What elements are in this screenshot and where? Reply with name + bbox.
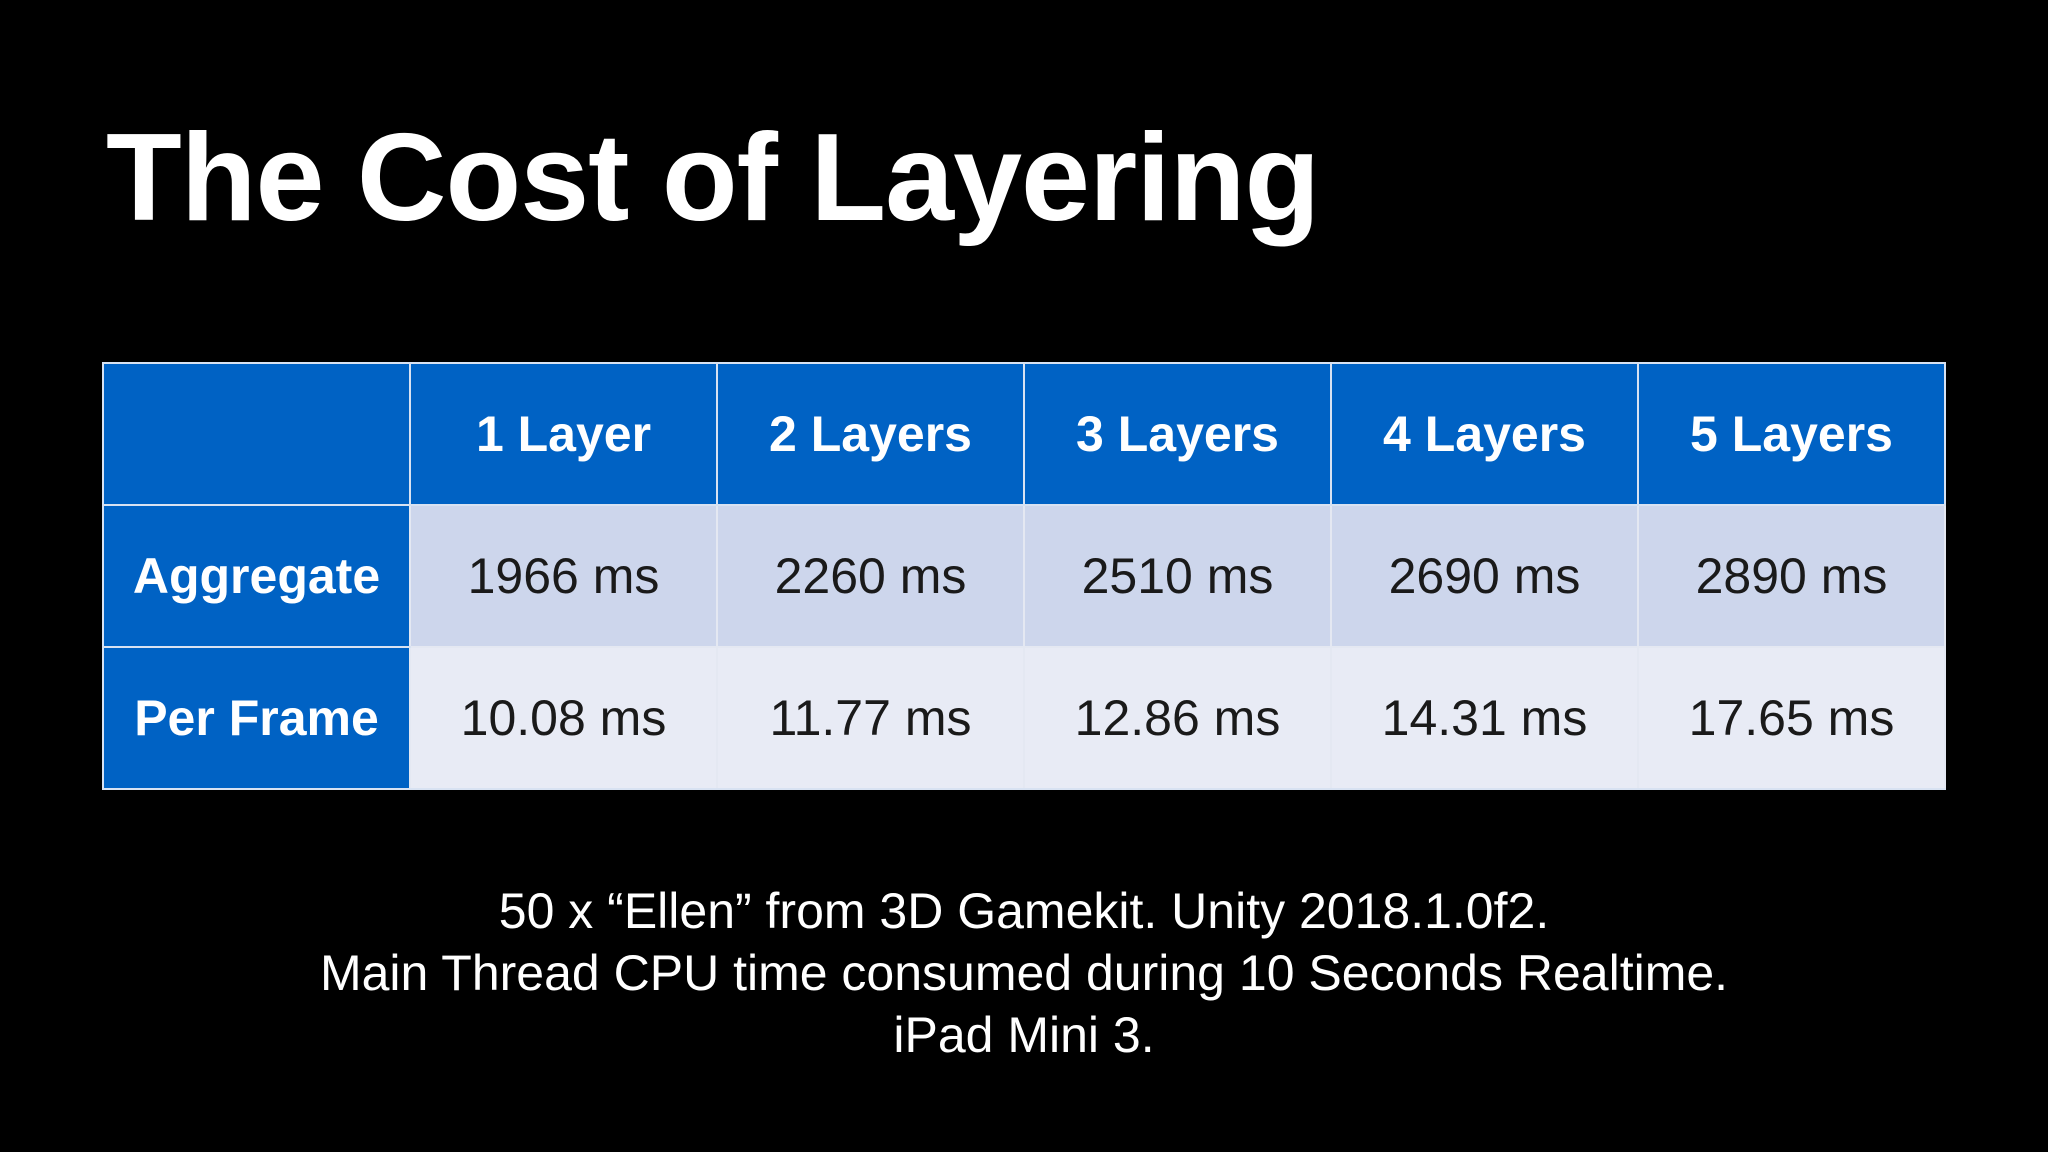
column-header-1-layer: 1 Layer — [409, 362, 718, 506]
caption-line-measurement: Main Thread CPU time consumed during 10 … — [319, 945, 1729, 1001]
cell-aggregate-4-layers: 2690 ms — [1330, 505, 1639, 648]
cell-per-frame-3-layers: 12.86 ms — [1023, 647, 1332, 790]
cell-per-frame-1-layer: 10.08 ms — [409, 647, 718, 790]
layering-cost-table: 1 Layer 2 Layers 3 Layers 4 Layers 5 Lay… — [102, 362, 1946, 790]
column-header-3-layers: 3 Layers — [1023, 362, 1332, 506]
slide-caption: 50 x “Ellen” from 3D Gamekit. Unity 2018… — [0, 880, 2048, 1066]
caption-line-test-setup: 50 x “Ellen” from 3D Gamekit. Unity 2018… — [498, 883, 1550, 939]
row-header-aggregate: Aggregate — [102, 504, 410, 648]
cell-per-frame-5-layers: 17.65 ms — [1637, 647, 1946, 790]
cell-per-frame-4-layers: 14.31 ms — [1330, 647, 1639, 790]
cell-aggregate-2-layers: 2260 ms — [716, 505, 1025, 648]
table-row-per-frame: Per Frame 10.08 ms 11.77 ms 12.86 ms 14.… — [102, 646, 1946, 790]
cell-aggregate-3-layers: 2510 ms — [1023, 505, 1332, 648]
table-row-aggregate: Aggregate 1966 ms 2260 ms 2510 ms 2690 m… — [102, 504, 1946, 648]
row-header-per-frame: Per Frame — [102, 646, 410, 790]
table-corner-cell — [102, 362, 411, 506]
column-header-5-layers: 5 Layers — [1637, 362, 1946, 506]
table-header-row: 1 Layer 2 Layers 3 Layers 4 Layers 5 Lay… — [102, 362, 1946, 506]
cell-per-frame-2-layers: 11.77 ms — [716, 647, 1025, 790]
caption-line-device: iPad Mini 3. — [893, 1007, 1155, 1063]
cell-aggregate-5-layers: 2890 ms — [1637, 505, 1946, 648]
column-header-2-layers: 2 Layers — [716, 362, 1025, 506]
column-header-4-layers: 4 Layers — [1330, 362, 1639, 506]
cell-aggregate-1-layer: 1966 ms — [409, 505, 718, 648]
slide-title: The Cost of Layering — [106, 109, 1320, 247]
